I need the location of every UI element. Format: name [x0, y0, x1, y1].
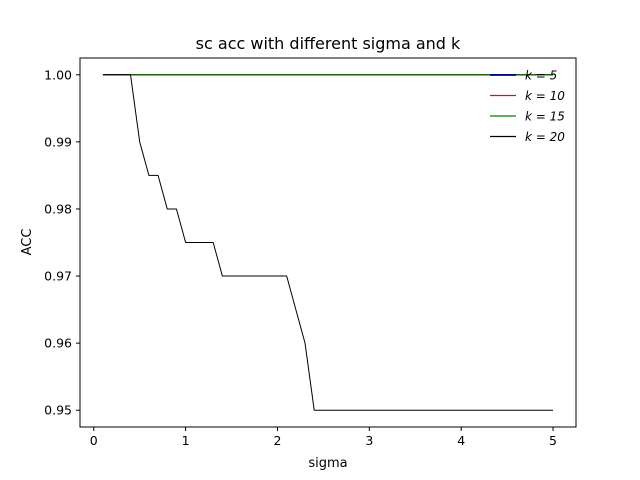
legend-label-4: k = 20 — [525, 130, 565, 144]
plot-frame — [79, 57, 577, 428]
legend-label-1: k = 5 — [525, 69, 557, 83]
series-line-4 — [102, 74, 554, 411]
series-layer — [102, 74, 554, 411]
legend-label-2: k = 10 — [525, 89, 565, 103]
y-tick-label: 0.95 — [44, 403, 72, 418]
x-tick-label: 3 — [365, 433, 373, 448]
legend-label-3: k = 15 — [525, 110, 565, 124]
x-tick-label: 1 — [182, 433, 190, 448]
y-axis-label: ACC — [20, 229, 35, 256]
legend: k = 5 k = 10 k = 15 k = 20 — [490, 69, 565, 144]
x-axis-label: sigma — [308, 456, 347, 471]
x-tick-label: 0 — [90, 433, 98, 448]
y-tick-label: 0.96 — [44, 336, 72, 351]
x-tick-label: 4 — [457, 433, 465, 448]
chart-title: sc acc with different sigma and k — [196, 34, 461, 53]
x-axis-ticks: 0 1 2 3 4 5 — [90, 427, 557, 448]
y-tick-label: 0.98 — [44, 201, 72, 216]
y-tick-label: 1.00 — [44, 67, 72, 82]
x-tick-label: 5 — [549, 433, 557, 448]
x-tick-label: 2 — [274, 433, 282, 448]
y-axis-ticks: 0.95 0.96 0.97 0.98 0.99 1.00 — [44, 67, 80, 418]
y-tick-label: 0.97 — [44, 269, 72, 284]
y-tick-label: 0.99 — [44, 134, 72, 149]
